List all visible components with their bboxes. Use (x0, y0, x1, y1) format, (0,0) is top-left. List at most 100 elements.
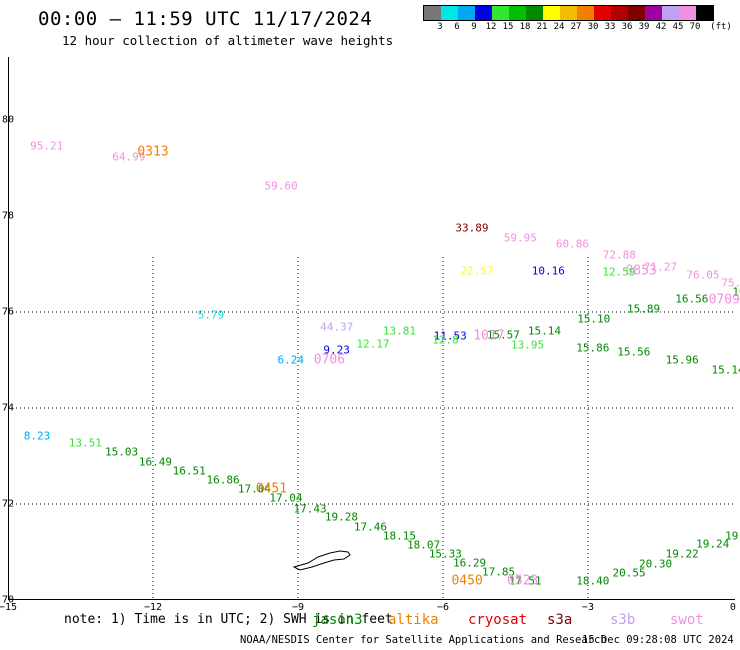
color-scale-tick-label: 45 (672, 22, 684, 32)
wave-height-value: 44.37 (320, 320, 354, 334)
wave-height-value: 60.86 (555, 237, 590, 251)
color-swatch (475, 6, 492, 20)
color-scale-tick-label: 36 (621, 22, 633, 32)
color-swatch (543, 6, 560, 20)
wave-height-value: 10.16 (531, 264, 565, 278)
wave-height-value: 19.28 (324, 510, 359, 524)
wave-height-value: 22.57 (460, 264, 494, 278)
wave-height-value: 64.99 (112, 150, 146, 164)
wave-height-value: 16.56 (675, 292, 709, 306)
wave-height-value: 13.51 (68, 436, 102, 450)
y-axis-tick-label: 70 (2, 594, 15, 606)
y-axis-tick-label: 80 (2, 114, 15, 126)
wave-height-value: 11.53 (433, 329, 467, 343)
color-swatch (526, 6, 543, 20)
legend-item-jason3: jason3 (312, 612, 363, 628)
wave-height-value: 12.8 (432, 333, 459, 347)
wave-height-value: 72.88 (602, 248, 636, 262)
wave-height-value: 15.33 (428, 547, 462, 561)
legend-item-s3a: s3a (547, 612, 573, 628)
color-swatch (594, 6, 611, 20)
color-scale-tick-label: 9 (471, 22, 477, 32)
wave-height-value: 16.29 (452, 556, 487, 570)
x-axis-tick-label: −3 (581, 602, 594, 613)
color-swatch (628, 6, 645, 20)
generated-timestamp: 15 Dec 09:28:08 UTC 2024 (582, 634, 734, 646)
y-axis-tick-label: 72 (2, 498, 15, 510)
wave-height-value: 19.22 (665, 547, 699, 561)
color-scale-tick-label: 24 (553, 22, 565, 32)
wave-height-value: 17.51 (508, 574, 542, 588)
legend-item-altika: altika (388, 612, 439, 628)
wave-height-value: 59.95 (503, 231, 537, 245)
color-swatch (679, 6, 696, 20)
color-swatch (424, 6, 441, 20)
x-axis-tick-label: −9 (291, 602, 304, 613)
legend-item-s3b: s3b (610, 612, 636, 628)
color-scale-tick-label: 39 (638, 22, 650, 32)
color-scale-tick-label: 27 (570, 22, 582, 32)
wave-height-value: 76.05 (686, 268, 720, 282)
wave-height-value: 6.24 (277, 353, 304, 367)
wave-height-value: 16.49 (138, 455, 172, 469)
pass-time-label: 0313 (137, 144, 169, 160)
color-swatch (441, 6, 458, 20)
pass-time-label: 0706 (313, 352, 346, 368)
color-swatch (662, 6, 679, 20)
plot-frame (8, 57, 735, 600)
wave-height-value: 19.24 (696, 537, 730, 551)
color-scale-tick-label: 21 (536, 22, 548, 32)
wave-height-value: 15.96 (665, 353, 699, 367)
x-axis-tick-label: 0 (729, 602, 736, 613)
wave-height-value: 95.21 (30, 139, 64, 153)
pass-time-label: 0709 (708, 292, 740, 308)
wave-height-value: 15.10 (577, 312, 611, 326)
wave-height-value: 15.14 (711, 363, 740, 377)
wave-height-value: 13.81 (382, 324, 417, 338)
color-swatch (645, 6, 662, 20)
pass-time-label: 0523 (507, 573, 539, 589)
color-scale-tick-label: 33 (604, 22, 616, 32)
wave-height-value: 16.27 (732, 285, 740, 299)
map-subtitle: 12 hour collection of altimeter wave hei… (62, 33, 394, 48)
wave-height-value: 9.23 (323, 343, 350, 357)
wave-height-value: 18.15 (382, 529, 417, 543)
color-scale-tick-label: 3 (437, 22, 443, 32)
wave-height-value: 12.59 (602, 265, 636, 279)
wave-height-value: 17.85 (481, 565, 516, 579)
y-axis-tick-label: 78 (2, 210, 15, 222)
color-scale-tick-label: 70 (689, 22, 701, 32)
pass-time-label: 0853 (625, 263, 657, 279)
wave-height-value: 20.55 (612, 566, 646, 580)
wave-height-value: 17.46 (353, 520, 388, 534)
color-scale-bar (423, 5, 714, 21)
wave-height-value: 33.89 (455, 221, 489, 235)
pass-time-label: 0450 (451, 573, 483, 589)
color-swatch (560, 6, 577, 20)
pass-time-label: 1017 (473, 328, 505, 344)
color-swatch (696, 6, 713, 20)
wave-height-value: 18.07 (407, 538, 441, 552)
wave-height-value: 15.56 (617, 345, 651, 359)
agency-credit: NOAA/NESDIS Center for Satellite Applica… (240, 634, 607, 646)
y-axis-tick-label: 76 (2, 306, 15, 318)
wave-height-value: 5.79 (197, 308, 225, 322)
color-scale-tick-label: 30 (587, 22, 599, 32)
wave-height-value: 20.30 (639, 557, 673, 571)
wave-height-value: 8.23 (23, 429, 51, 443)
map-plot-area (8, 257, 735, 600)
wave-height-value: 19.74 (725, 529, 740, 543)
color-swatch (458, 6, 475, 20)
jan-mayen-island-outline (292, 550, 351, 571)
color-scale-tick-label: 15 (502, 22, 514, 32)
wave-height-value: 75.38 (721, 276, 740, 290)
legend-item-cryosat: cryosat (468, 612, 528, 628)
wave-height-value: 71.27 (643, 260, 678, 274)
color-swatch (611, 6, 628, 20)
map-title: 00:00 — 11:59 UTC 11/17/2024 (38, 8, 373, 30)
color-swatch (509, 6, 526, 20)
wave-height-value: 18.40 (576, 574, 610, 588)
legend-item-swot: swot (670, 612, 704, 628)
wave-height-value: 15.86 (576, 341, 610, 355)
